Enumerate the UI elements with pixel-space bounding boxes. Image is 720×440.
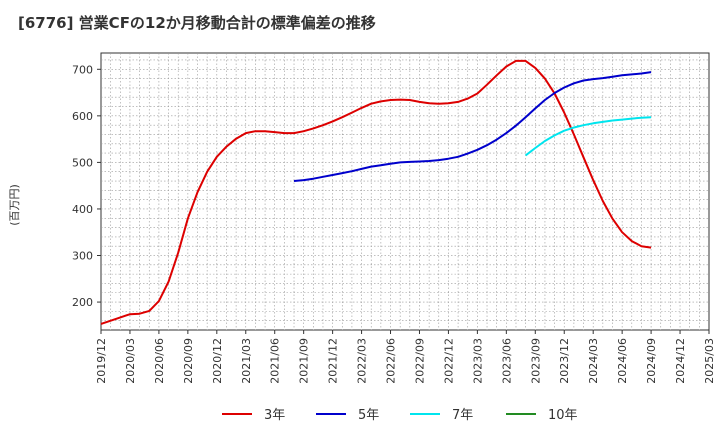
legend-label-3: 10年: [548, 408, 578, 423]
x-tick-label: 2022/09: [413, 338, 426, 384]
legend-label-2: 7年: [452, 408, 473, 423]
x-tick-label: 2021/12: [327, 338, 340, 384]
legend-label-0: 3年: [264, 408, 285, 423]
x-tick-label: 2022/12: [442, 338, 455, 384]
x-tick-label: 2022/06: [385, 338, 398, 384]
x-tick-label: 2022/03: [356, 338, 369, 384]
y-axis-label: (百万円): [8, 184, 21, 226]
plot-area: [100, 52, 710, 331]
x-tick-label: 2020/12: [211, 338, 224, 384]
x-tick-label: 2021/03: [240, 338, 253, 384]
y-tick-label: 300: [72, 250, 93, 263]
y-tick-label: 600: [72, 110, 93, 123]
x-tick-label: 2021/09: [298, 338, 311, 384]
legend: 3年 5年 7年 10年: [222, 408, 578, 423]
series-line-2: [524, 116, 652, 157]
y-axis-ticks: 200 300 400 500 600 700: [72, 63, 101, 309]
plot-border: [100, 52, 710, 331]
x-tick-label: 2020/06: [153, 338, 166, 384]
legend-label-1: 5年: [358, 408, 379, 423]
x-tick-label: 2023/12: [558, 338, 571, 384]
x-tick-label: 2024/09: [645, 338, 658, 384]
x-tick-label: 2020/09: [182, 338, 195, 384]
series-line-0: [100, 59, 652, 325]
x-tick-label: 2024/06: [616, 338, 629, 384]
x-tick-label: 2025/03: [703, 338, 716, 384]
series-lines: [100, 59, 652, 325]
x-tick-label: 2023/09: [529, 338, 542, 384]
x-tick-label: 2023/03: [471, 338, 484, 384]
x-tick-label: 2019/12: [95, 338, 108, 384]
y-tick-label: 500: [72, 156, 93, 169]
series-line-1: [293, 71, 652, 182]
x-tick-label: 2020/03: [124, 338, 137, 384]
y-tick-label: 400: [72, 203, 93, 216]
x-tick-label: 2021/06: [269, 338, 282, 384]
chart-title: [6776] 営業CFの12か月移動合計の標準偏差の推移: [18, 14, 376, 32]
y-tick-label: 700: [72, 63, 93, 76]
x-tick-label: 2023/06: [500, 338, 513, 384]
x-axis-ticks: 2019/12 2020/03 2020/06 2020/09 2020/12 2021/…: [95, 330, 716, 384]
x-tick-label: 2024/12: [674, 338, 687, 384]
y-tick-label: 200: [72, 296, 93, 309]
x-tick-label: 2024/03: [587, 338, 600, 384]
